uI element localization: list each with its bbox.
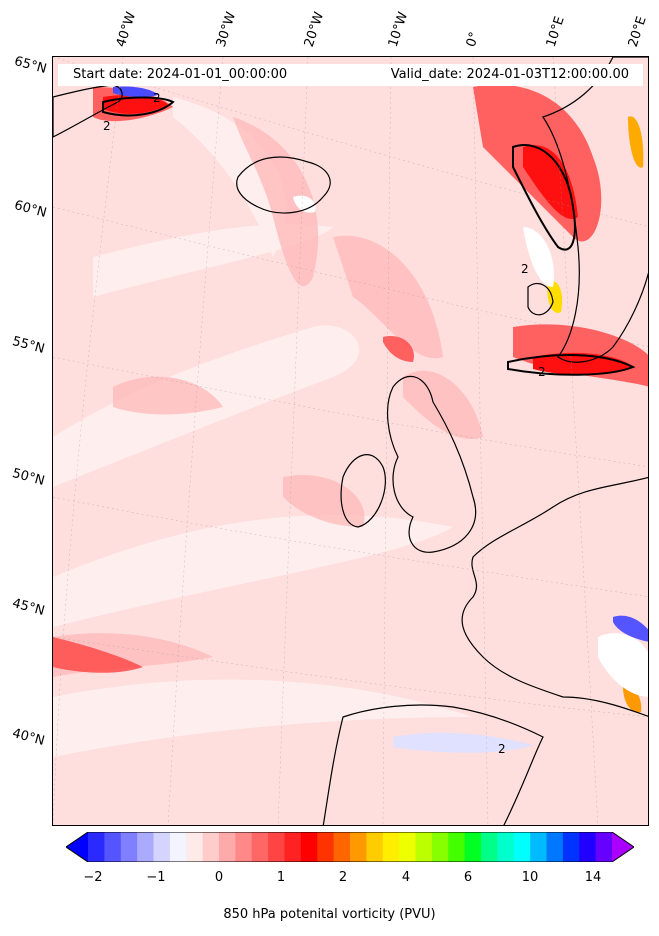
colorbar-label: 850 hPa potenital vorticity (PVU) [223, 907, 436, 922]
colorbar-segment [464, 832, 482, 862]
longitude-label: 10°E [543, 14, 568, 50]
colorbar-tick-label: 6 [463, 870, 473, 885]
colorbar-segment [300, 832, 318, 862]
contour-label: 2 [153, 91, 161, 105]
longitude-label: 20°W [301, 10, 328, 49]
colorbar-tick-label: −2 [83, 870, 103, 885]
colorbar-tick-label: 1 [276, 870, 286, 885]
colorbar-segment [579, 832, 597, 862]
colorbar-segment [350, 832, 367, 862]
iberia-coast [322, 704, 544, 825]
latitude-label: 45°N [10, 596, 47, 619]
colorbar-segment [513, 832, 531, 862]
header-band [58, 64, 643, 86]
latitude-label: 60°N [12, 198, 49, 221]
colorbar-segment [251, 832, 269, 862]
colorbar-segment [382, 832, 400, 862]
colorbar [66, 832, 634, 862]
colorbar-segment [481, 832, 498, 862]
colorbar-segment [268, 832, 286, 862]
colorbar-segment [88, 832, 105, 862]
colorbar-segment [497, 832, 515, 862]
colorbar-segment [202, 832, 220, 862]
longitude-label: 20°E [625, 14, 650, 50]
colorbar-segment [219, 832, 236, 862]
longitude-label: 10°W [385, 10, 412, 49]
colorbar-segment [595, 832, 613, 862]
colorbar-extend-max [612, 832, 634, 862]
colorbar-segment [530, 832, 548, 862]
latitude-label: 40°N [10, 726, 47, 749]
map-panel: 2 2 2 2 2 [52, 56, 649, 826]
pv-extreme-cores [547, 116, 644, 713]
colorbar-segment [546, 832, 564, 862]
start-date-label: Start date: 2024-01-01_00:00:00 [73, 67, 288, 82]
colorbar-segment [317, 832, 335, 862]
colorbar-segment [186, 832, 204, 862]
colorbar-segment [120, 832, 138, 862]
colorbar-segment [415, 832, 433, 862]
contour-label: 2 [521, 262, 529, 276]
colorbar-tick-label: −1 [146, 870, 166, 885]
colorbar-segment [448, 832, 466, 862]
colorbar-tick-label: 2 [338, 870, 348, 885]
colorbar-segment [333, 832, 351, 862]
colorbar-segment [284, 832, 302, 862]
colorbar-tick-label: 0 [214, 870, 224, 885]
valid-date-label: Valid_date: 2024-01-03T12:00:00.00 [390, 67, 629, 82]
colorbar-segment [137, 832, 155, 862]
contour-label: 2 [103, 119, 111, 133]
colorbar-tick-label: 14 [584, 870, 602, 885]
latitude-label: 55°N [10, 334, 47, 357]
longitude-label: 0° [463, 30, 483, 49]
graticule [53, 57, 648, 825]
longitude-label: 40°W [113, 10, 140, 49]
colorbar-segments [66, 832, 634, 862]
pv-field-map [53, 57, 648, 825]
colorbar-segment [169, 832, 187, 862]
contour-label: 2 [498, 742, 506, 756]
colorbar-segment [562, 832, 580, 862]
colorbar-extend-min [66, 832, 88, 862]
longitude-label: 30°W [213, 10, 240, 49]
colorbar-segment [235, 832, 253, 862]
colorbar-tick-label: 4 [401, 870, 411, 885]
colorbar-segment [153, 832, 171, 862]
colorbar-segment [104, 832, 122, 862]
greenland-coast [53, 84, 123, 138]
colorbar-tick-label: 10 [521, 870, 539, 885]
colorbar-segment [366, 832, 384, 862]
ireland-coast [340, 454, 386, 528]
france-coast [461, 476, 648, 717]
latitude-label: 50°N [10, 466, 47, 489]
denmark-coast [527, 282, 554, 316]
pv-contours [102, 96, 636, 376]
contour-label: 2 [538, 365, 546, 379]
pv-negative-zones [113, 86, 648, 753]
colorbar-segment [431, 832, 449, 862]
iceland-coast [236, 156, 331, 214]
latitude-label: 65°N [12, 54, 49, 77]
great-britain-coast [387, 375, 477, 553]
colorbar-segment [399, 832, 417, 862]
